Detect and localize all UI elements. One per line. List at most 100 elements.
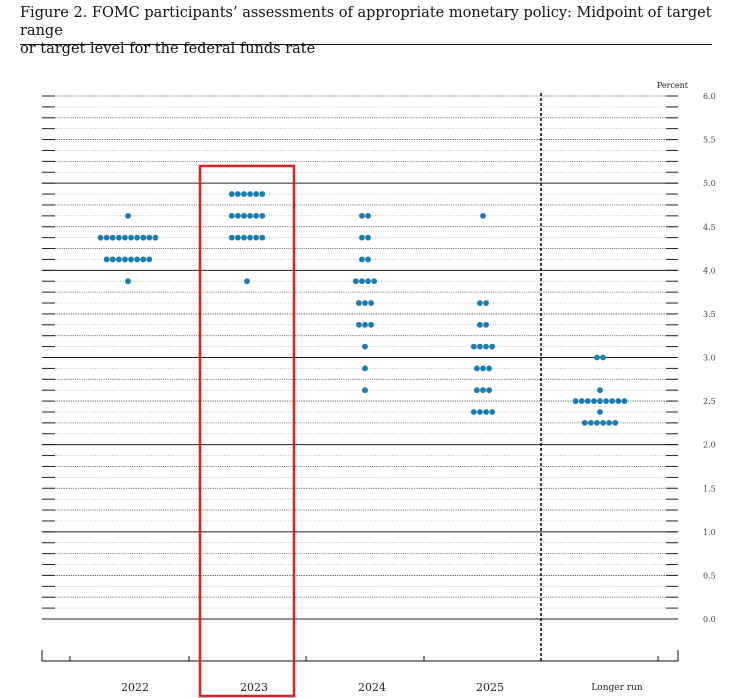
- participant-dot: [489, 343, 496, 350]
- participant-dot: [241, 212, 247, 219]
- axis-layer: [41, 93, 679, 662]
- caption-line-2: or target level for the federal funds ra…: [20, 41, 316, 57]
- participant-dot: [234, 234, 241, 241]
- participant-dot: [603, 398, 609, 404]
- participant-dot: [352, 278, 359, 285]
- participant-dot: [480, 387, 486, 394]
- participant-dot: [371, 278, 378, 285]
- participant-dot: [606, 419, 613, 426]
- participant-dot: [480, 212, 486, 219]
- participant-dot: [578, 398, 585, 404]
- participant-dot: [259, 191, 266, 197]
- participant-dot: [253, 234, 260, 241]
- participant-dot: [247, 234, 253, 241]
- participant-dot: [359, 234, 365, 241]
- category-label: 2022: [121, 681, 149, 694]
- participant-dot: [594, 354, 600, 361]
- category-label: 2023: [240, 681, 268, 694]
- participant-dot: [477, 343, 483, 350]
- participant-dot: [241, 234, 247, 241]
- figure-caption: Figure 2. FOMC participants’ assessments…: [20, 4, 720, 58]
- y-tick-label: 2.5: [703, 397, 716, 406]
- participant-dot: [470, 409, 477, 415]
- y-tick-label: 5.5: [703, 136, 716, 145]
- participant-dot: [600, 354, 606, 361]
- participant-dot: [486, 365, 492, 372]
- participant-dot: [103, 256, 110, 263]
- participant-dot: [359, 212, 365, 219]
- participant-dot: [362, 300, 368, 306]
- participant-dot: [365, 256, 371, 263]
- participant-dot: [244, 278, 250, 285]
- participant-dot: [109, 234, 116, 241]
- highlight-box-2023: [198, 164, 296, 698]
- y-tick-label: 1.0: [703, 528, 716, 537]
- participant-dot: [362, 321, 368, 328]
- participant-dot: [247, 191, 253, 197]
- y-tick-label: 1.5: [703, 484, 716, 493]
- y-tick-label: 3.0: [703, 354, 716, 363]
- participant-dot: [489, 409, 496, 415]
- participant-dot: [356, 321, 362, 328]
- participant-dot: [259, 212, 266, 219]
- participant-dot: [600, 419, 606, 426]
- category-label: 2024: [358, 681, 386, 694]
- participant-dot: [134, 234, 141, 241]
- y-tick-label: 0.5: [703, 571, 716, 580]
- y-tick-label: 0.0: [703, 615, 716, 624]
- participant-dot: [247, 212, 253, 219]
- participant-dot: [474, 387, 480, 394]
- participant-dot: [103, 234, 110, 241]
- participant-dot: [234, 212, 241, 219]
- participant-dot: [359, 256, 365, 263]
- category-label: Longer run: [591, 683, 643, 693]
- participant-dot: [477, 409, 483, 415]
- participant-dot: [615, 398, 622, 404]
- participant-dot: [581, 419, 588, 426]
- participant-dot: [470, 343, 477, 350]
- participant-dot: [486, 387, 492, 394]
- category-label: 2025: [476, 681, 504, 694]
- participant-dot: [356, 300, 362, 306]
- participant-dot: [228, 234, 235, 241]
- participant-dot: [597, 409, 603, 415]
- y-tick-label: 5.0: [703, 179, 716, 188]
- participant-dot: [234, 191, 241, 197]
- participant-dot: [477, 321, 483, 328]
- participant-dot: [587, 419, 594, 426]
- participant-dot: [609, 398, 616, 404]
- y-tick-label: 2.0: [703, 441, 716, 450]
- participant-dot: [362, 365, 368, 372]
- participant-dot: [368, 321, 374, 328]
- participant-dot: [253, 212, 260, 219]
- participant-dot: [477, 300, 483, 306]
- y-tick-label: 4.5: [703, 223, 716, 232]
- participant-dot: [591, 398, 597, 404]
- participant-dot: [97, 234, 104, 241]
- participant-dot: [152, 234, 159, 241]
- participant-dot: [241, 191, 247, 197]
- participant-dot: [128, 256, 134, 263]
- participant-dot: [362, 343, 368, 350]
- participant-dot: [594, 419, 600, 426]
- participant-dot: [365, 278, 371, 285]
- participant-dot: [612, 419, 619, 426]
- participant-dot: [483, 300, 489, 306]
- participant-dot: [134, 256, 141, 263]
- y-tick-label: 6.0: [703, 92, 716, 101]
- participant-dot: [125, 278, 131, 285]
- participant-dot: [115, 234, 122, 241]
- participant-dot: [122, 256, 128, 263]
- participant-dot: [597, 387, 603, 394]
- participant-dot: [572, 398, 579, 404]
- participant-dot: [365, 234, 371, 241]
- caption-line-1: Figure 2. FOMC participants’ assessments…: [20, 5, 712, 39]
- participant-dot: [128, 234, 134, 241]
- participant-dot: [483, 321, 489, 328]
- participant-dot: [259, 234, 266, 241]
- participant-dot: [115, 256, 122, 263]
- participant-dot: [125, 212, 131, 219]
- participant-dot: [365, 212, 371, 219]
- dot-layer: [97, 191, 628, 426]
